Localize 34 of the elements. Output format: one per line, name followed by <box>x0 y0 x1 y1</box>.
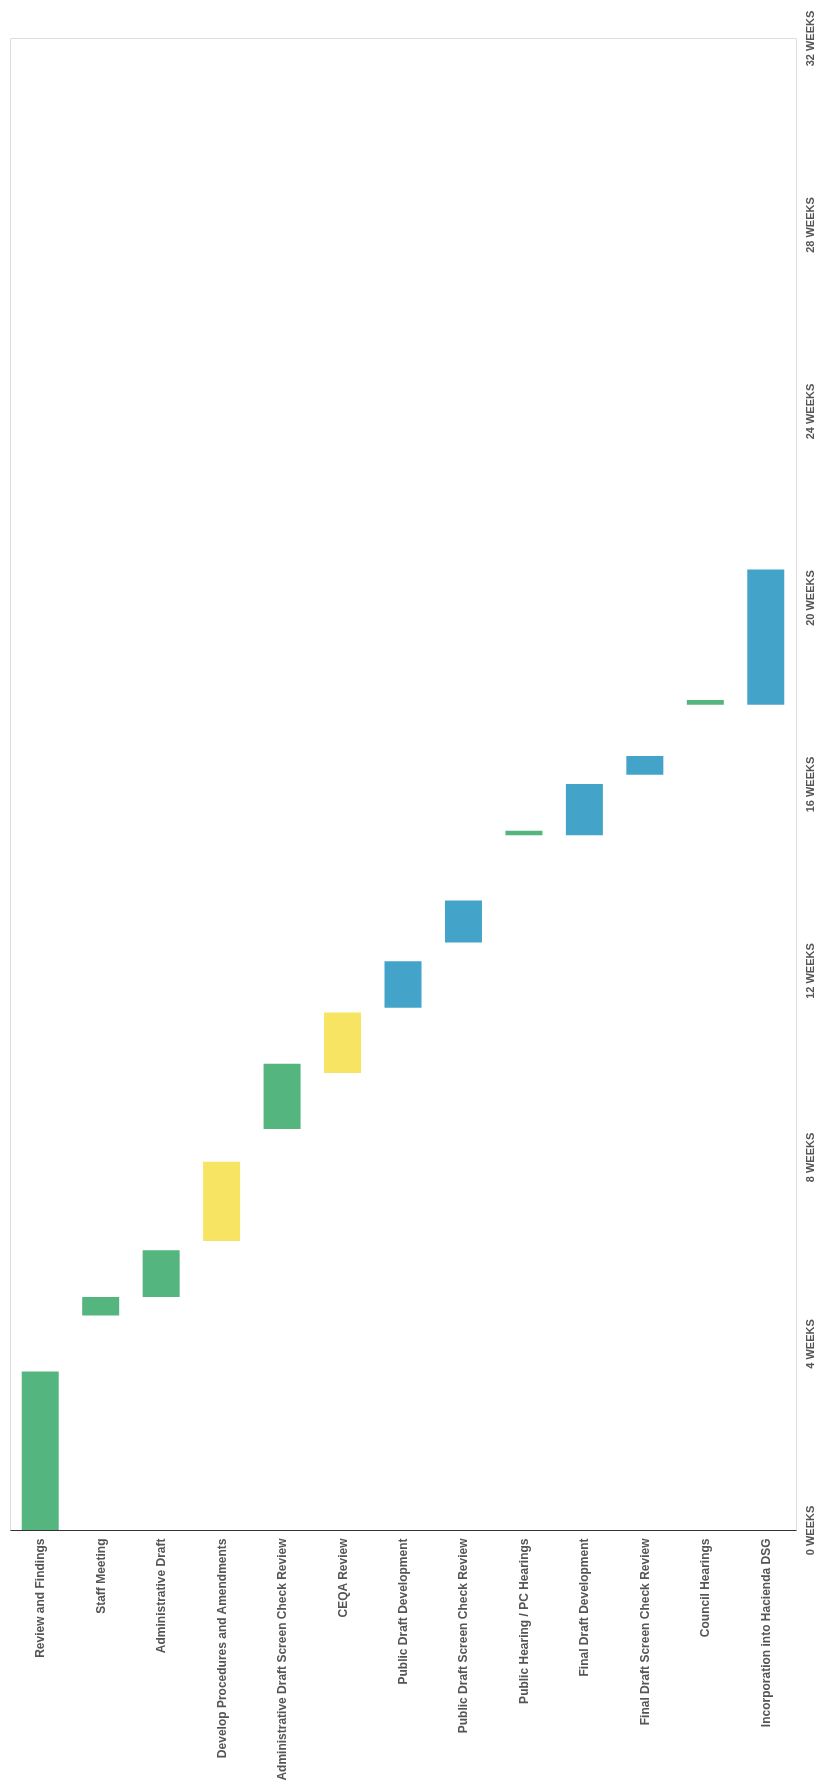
x-tick-label: Council Hearings <box>698 1538 713 1638</box>
y-tick-label: 20 WEEKS <box>803 570 816 626</box>
y-tick-label: 8 WEEKS <box>803 1132 816 1183</box>
bar <box>565 784 603 836</box>
x-tick-label: CEQA Review <box>335 1537 350 1618</box>
y-tick-label: 24 WEEKS <box>803 383 816 440</box>
x-tick-label: Develop Procedures and Amendments <box>214 1538 229 1759</box>
x-tick-label: Public Draft Development <box>396 1538 410 1685</box>
bar <box>384 961 422 1008</box>
bar <box>324 1012 362 1074</box>
y-tick-label: 12 WEEKS <box>803 943 816 999</box>
x-tick-label: Staff Meeting <box>93 1538 108 1614</box>
x-tick-label: Final Draft Screen Check Review <box>637 1537 652 1726</box>
y-tick-label: 28 WEEKS <box>803 197 816 253</box>
bar <box>142 1250 180 1297</box>
x-tick-label: Review and Findings <box>33 1538 48 1658</box>
x-tick-label: Public Hearing / PC Hearings <box>516 1538 531 1704</box>
bar <box>626 756 664 775</box>
x-tick-label: Administrative Draft Screen Check Review <box>275 1537 290 1781</box>
y-tick-label: 16 WEEKS <box>803 756 816 813</box>
bar <box>263 1063 301 1130</box>
x-tick-label: Final Draft Development <box>577 1538 592 1677</box>
x-tick-label: Administrative Draft <box>154 1538 169 1654</box>
y-tick-label: 32 WEEKS <box>803 10 816 67</box>
x-tick-label: Public Draft Screen Check Review <box>456 1537 471 1734</box>
y-tick-label: 0 WEEKS <box>803 1505 816 1556</box>
bar <box>21 1371 59 1530</box>
bar <box>747 569 785 705</box>
bar <box>203 1161 241 1241</box>
bar <box>444 900 482 943</box>
y-tick-label: 4 WEEKS <box>803 1319 816 1369</box>
x-tick-label: Incorporation into Hacienda DSG <box>758 1538 773 1728</box>
bar <box>82 1296 120 1316</box>
bar <box>686 700 724 705</box>
